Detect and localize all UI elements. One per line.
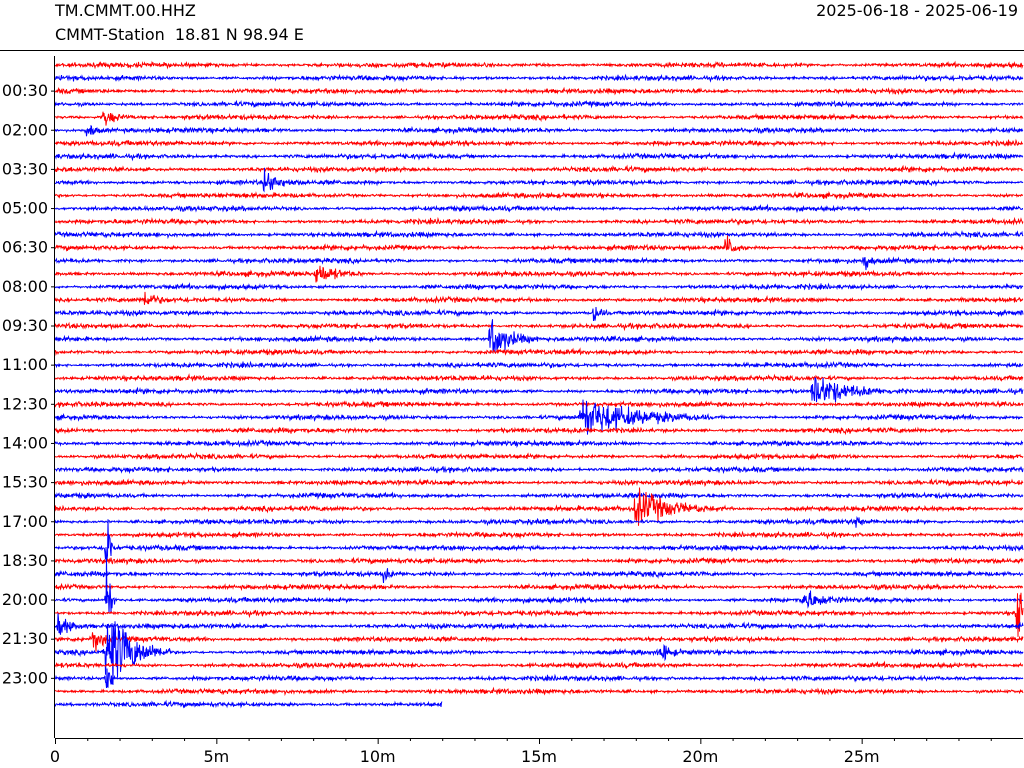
seismic-traces bbox=[54, 60, 1024, 709]
seismic-trace-line bbox=[54, 400, 1024, 409]
seismic-trace-line bbox=[54, 530, 1024, 540]
x-tick-label: 25m bbox=[844, 747, 880, 766]
seismic-trace-line bbox=[54, 190, 1024, 201]
x-tick-label: 15m bbox=[521, 747, 557, 766]
row-time-label: 17:00 bbox=[2, 512, 48, 531]
station-info: CMMT-Station 18.81 N 98.94 E bbox=[55, 25, 304, 44]
seismic-trace-line bbox=[54, 491, 1024, 500]
x-tick-label: 10m bbox=[360, 747, 396, 766]
seismic-trace-line bbox=[54, 138, 1024, 148]
row-time-label: 18:30 bbox=[2, 551, 48, 570]
seismic-trace-line bbox=[54, 360, 1024, 370]
seismic-trace-line bbox=[54, 319, 1024, 354]
seismic-trace-line bbox=[54, 515, 1024, 528]
row-time-label: 06:30 bbox=[2, 238, 48, 257]
row-time-label: 05:00 bbox=[2, 199, 48, 218]
station-code: TM.CMMT.00.HHZ bbox=[55, 1, 196, 20]
seismic-trace-line bbox=[54, 306, 1024, 321]
seismic-trace-line bbox=[54, 621, 1024, 685]
seismic-trace-line bbox=[54, 164, 1024, 174]
row-time-label: 11:00 bbox=[2, 355, 48, 374]
row-time-label: 21:30 bbox=[2, 629, 48, 648]
seismic-trace-line bbox=[54, 478, 1024, 488]
seismic-trace-line bbox=[54, 216, 1024, 226]
seismic-trace-line bbox=[54, 235, 1024, 252]
x-tick-label: 5m bbox=[203, 747, 229, 766]
row-time-label: 08:00 bbox=[2, 277, 48, 296]
seismic-trace-line bbox=[54, 86, 1024, 96]
seismic-trace-line bbox=[54, 151, 1024, 162]
x-tick-label: 0 bbox=[50, 747, 60, 766]
x-tick-label: 20m bbox=[682, 747, 718, 766]
seismic-trace-line bbox=[54, 111, 1024, 126]
seismic-trace-line bbox=[54, 613, 1024, 635]
seismic-trace-line bbox=[54, 265, 1024, 283]
row-time-label: 15:30 bbox=[2, 473, 48, 492]
seismic-trace-line bbox=[54, 373, 1024, 383]
seismic-trace-line bbox=[54, 347, 1024, 357]
seismic-trace-line bbox=[54, 438, 1024, 448]
row-time-label: 14:00 bbox=[2, 433, 48, 452]
seismic-trace-line bbox=[54, 487, 1024, 526]
seismic-trace-line bbox=[54, 556, 1024, 566]
row-time-label: 09:30 bbox=[2, 316, 48, 335]
seismic-trace-line bbox=[54, 632, 1024, 652]
seismic-trace-line bbox=[54, 124, 1024, 137]
seismic-trace-line bbox=[54, 519, 1024, 560]
seismic-trace-line bbox=[54, 556, 1024, 614]
seismic-trace-line bbox=[54, 399, 1024, 435]
row-time-label: 23:00 bbox=[2, 668, 48, 687]
seismic-trace-line bbox=[54, 321, 1024, 332]
seismic-trace-line bbox=[54, 592, 1024, 637]
header-divider bbox=[0, 50, 1024, 51]
seismic-trace-line bbox=[54, 426, 1024, 436]
row-time-label: 03:30 bbox=[2, 159, 48, 178]
row-time-label: 00:30 bbox=[2, 81, 48, 100]
seismic-trace-line bbox=[54, 465, 1024, 475]
row-time-label: 02:00 bbox=[2, 120, 48, 139]
seismic-trace-line bbox=[54, 660, 1024, 671]
row-time-label: 20:00 bbox=[2, 590, 48, 609]
seismic-trace-line bbox=[54, 699, 443, 709]
seismic-trace-line bbox=[54, 229, 1024, 240]
seismic-trace-line bbox=[54, 686, 1024, 697]
seismic-trace-line bbox=[54, 451, 1024, 461]
seismic-trace-line bbox=[54, 377, 1024, 403]
seismic-trace-line bbox=[54, 73, 1024, 83]
seismic-trace-line bbox=[54, 167, 1024, 193]
date-range: 2025-06-18 - 2025-06-19 bbox=[816, 1, 1018, 20]
seismic-trace-line bbox=[54, 668, 1024, 689]
seismic-trace-line bbox=[54, 291, 1024, 305]
row-time-label: 12:30 bbox=[2, 394, 48, 413]
seismic-trace-line bbox=[54, 256, 1024, 271]
seismic-trace-line bbox=[54, 582, 1024, 592]
seismic-trace-line bbox=[54, 568, 1024, 583]
seismic-trace-line bbox=[54, 203, 1024, 214]
seismic-trace-line bbox=[54, 99, 1024, 109]
seismic-trace-line bbox=[54, 282, 1024, 292]
seismic-trace-line bbox=[54, 60, 1024, 70]
